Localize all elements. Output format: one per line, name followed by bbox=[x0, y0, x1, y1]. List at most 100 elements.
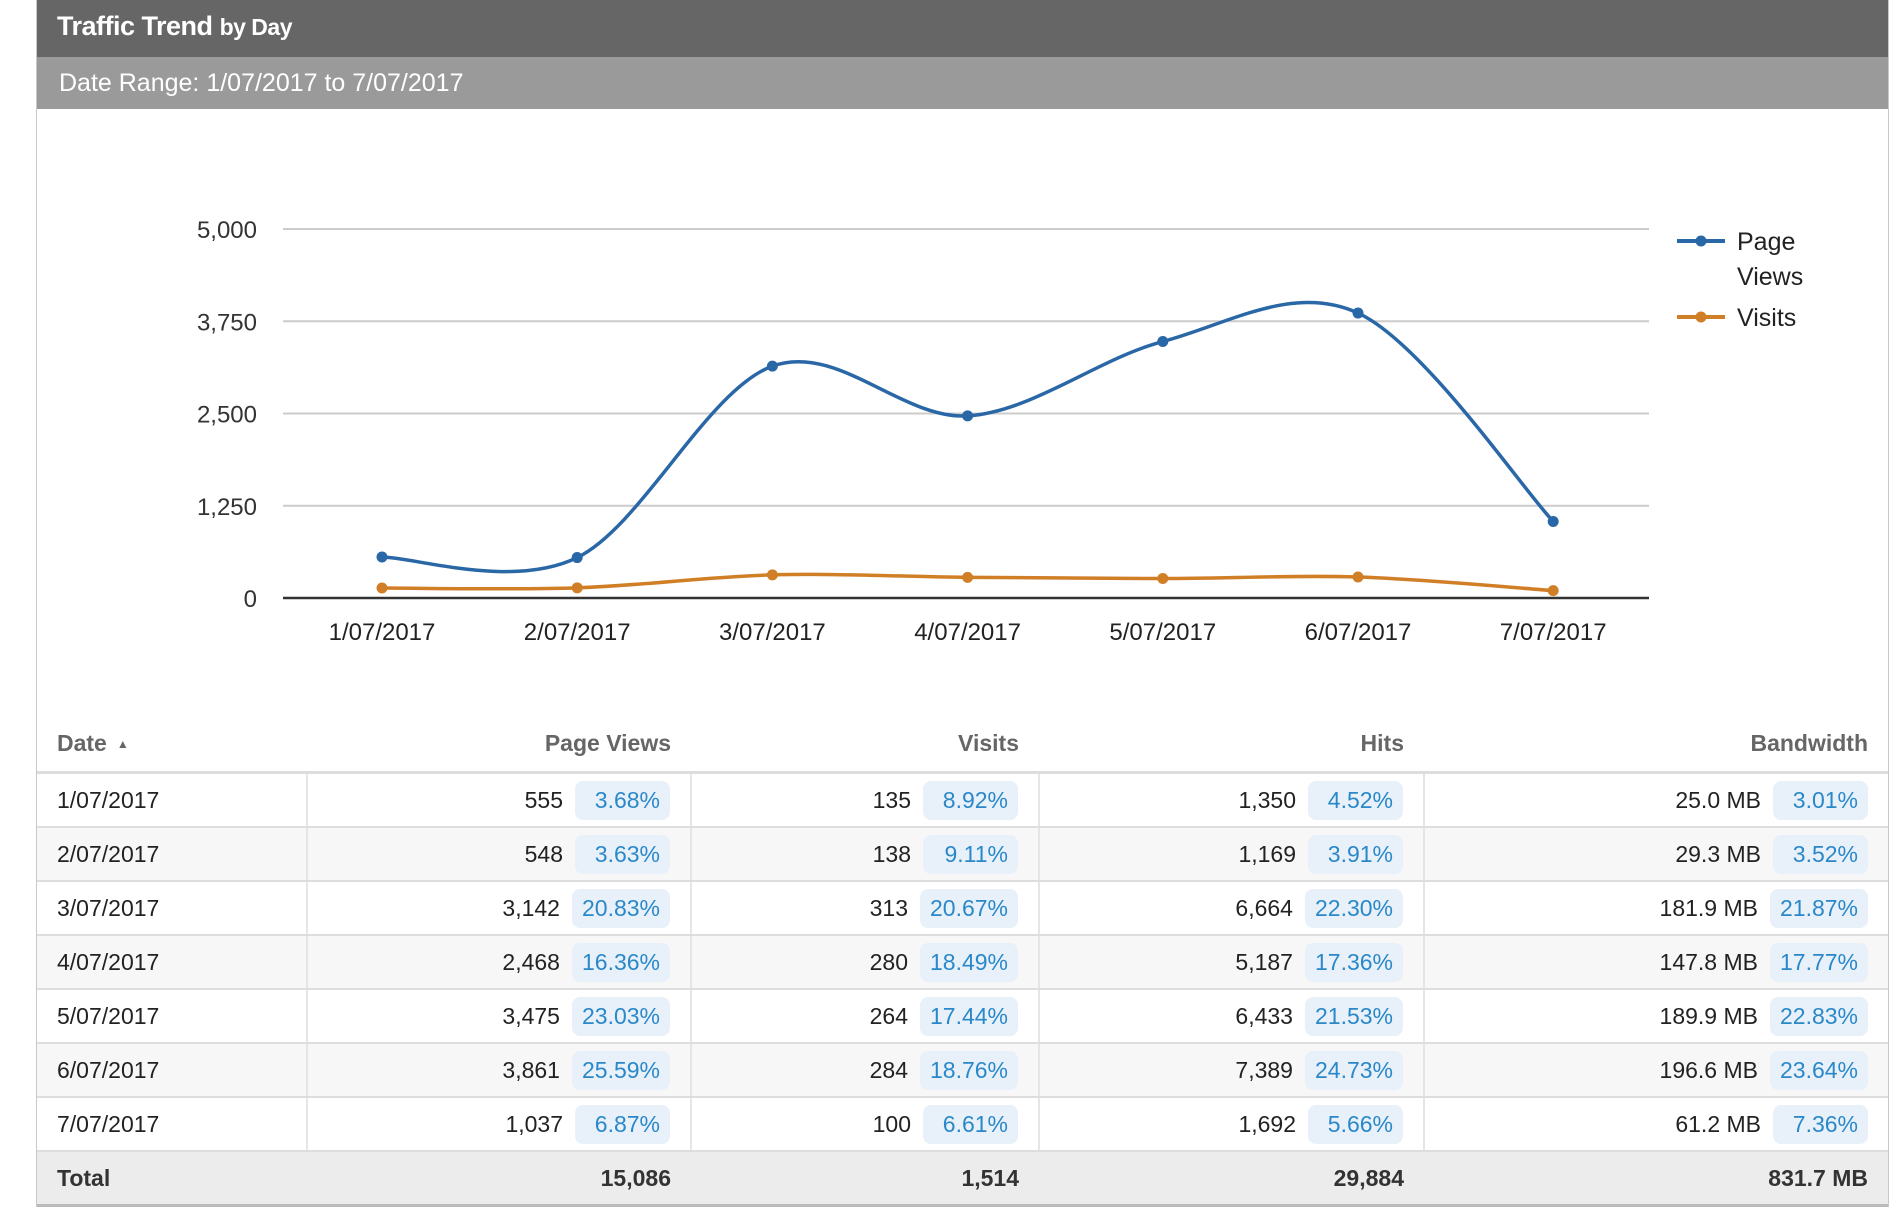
y-tick-label: 0 bbox=[244, 586, 257, 613]
cell-bw: 181.9 MB 21.87% bbox=[1423, 881, 1888, 936]
h-percent-badge: 4.52% bbox=[1308, 780, 1403, 820]
h-value: 7,389 bbox=[1235, 1056, 1293, 1083]
h-value: 6,664 bbox=[1235, 894, 1293, 921]
total-page-views: 15,086 bbox=[307, 1151, 691, 1207]
h-percent-badge: 22.30% bbox=[1304, 888, 1403, 928]
table-row: 6/07/2017 3,861 25.59% 284 18.76% 7,389 24.73%… bbox=[37, 1043, 1888, 1098]
data-point bbox=[1547, 515, 1559, 527]
h-value: 1,350 bbox=[1238, 786, 1296, 813]
h-percent-badge: 17.36% bbox=[1304, 942, 1403, 982]
v-value: 280 bbox=[869, 948, 908, 975]
v-percent-badge: 6.61% bbox=[923, 1104, 1018, 1144]
x-tick-label: 4/07/2017 bbox=[914, 619, 1021, 646]
y-tick-label: 1,250 bbox=[197, 494, 257, 521]
cell-v: 100 6.61% bbox=[690, 1097, 1039, 1152]
date-header-label: Date bbox=[57, 729, 107, 756]
v-value: 313 bbox=[869, 894, 908, 921]
cell-h: 7,389 24.73% bbox=[1038, 1043, 1424, 1098]
v-value: 284 bbox=[869, 1056, 908, 1083]
cell-bw: 189.9 MB 22.83% bbox=[1423, 989, 1888, 1044]
bw-value: 29.3 MB bbox=[1675, 840, 1761, 867]
cell-date: 1/07/2017 bbox=[37, 772, 307, 828]
x-tick-label: 7/07/2017 bbox=[1500, 619, 1607, 646]
y-tick-label: 5,000 bbox=[197, 217, 257, 244]
x-tick-label: 5/07/2017 bbox=[1109, 619, 1216, 646]
pv-value: 3,475 bbox=[502, 1002, 560, 1029]
total-hits: 29,884 bbox=[1039, 1151, 1424, 1207]
cell-date: 7/07/2017 bbox=[37, 1097, 307, 1152]
cell-pv: 1,037 6.87% bbox=[306, 1097, 691, 1152]
line-chart: 0 1,250 2,500 3,750 5,000 1/07/2017 2/07/2017 3… bbox=[197, 217, 1803, 646]
data-point bbox=[571, 552, 583, 564]
h-value: 5,187 bbox=[1235, 948, 1293, 975]
pv-percent-badge: 16.36% bbox=[571, 942, 670, 982]
v-percent-badge: 18.76% bbox=[919, 1050, 1018, 1090]
cell-date: 3/07/2017 bbox=[37, 881, 307, 936]
data-point bbox=[1157, 573, 1169, 585]
cell-bw: 61.2 MB 7.36% bbox=[1423, 1097, 1888, 1152]
table-row: 4/07/2017 2,468 16.36% 280 18.49% 5,187 17.36%… bbox=[37, 935, 1888, 990]
data-point bbox=[1352, 307, 1364, 319]
total-visits: 1,514 bbox=[691, 1151, 1039, 1207]
pv-value: 2,468 bbox=[502, 948, 560, 975]
cell-bw: 25.0 MB 3.01% bbox=[1423, 772, 1888, 828]
pv-value: 548 bbox=[524, 840, 563, 867]
column-header-hits[interactable]: Hits bbox=[1039, 715, 1424, 774]
y-tick-label: 3,750 bbox=[197, 309, 257, 336]
bw-value: 147.8 MB bbox=[1659, 948, 1758, 975]
bw-percent-badge: 7.36% bbox=[1773, 1104, 1868, 1144]
h-percent-badge: 21.53% bbox=[1304, 996, 1403, 1036]
cell-date: 6/07/2017 bbox=[37, 1043, 307, 1098]
x-tick-label: 1/07/2017 bbox=[329, 619, 436, 646]
v-value: 138 bbox=[872, 840, 911, 867]
v-value: 264 bbox=[869, 1002, 908, 1029]
cell-pv: 548 3.63% bbox=[306, 827, 691, 882]
pv-percent-badge: 25.59% bbox=[571, 1050, 670, 1090]
title-text: Traffic Trend bbox=[57, 11, 213, 41]
bw-percent-badge: 3.52% bbox=[1773, 834, 1868, 874]
v-percent-badge: 20.67% bbox=[919, 888, 1018, 928]
cell-h: 6,664 22.30% bbox=[1038, 881, 1424, 936]
cell-v: 284 18.76% bbox=[690, 1043, 1039, 1098]
v-value: 100 bbox=[872, 1110, 911, 1137]
column-header-date[interactable]: Date ▲ bbox=[37, 715, 307, 774]
panel-header: Traffic Trend by Day bbox=[37, 0, 1888, 57]
column-header-visits[interactable]: Visits bbox=[691, 715, 1039, 774]
traffic-trend-panel: Traffic Trend by Day Date Range: 1/07/20… bbox=[36, 0, 1889, 1207]
v-value: 135 bbox=[872, 786, 911, 813]
legend-visits-marker bbox=[1695, 311, 1707, 323]
legend-page-views-label: Page bbox=[1737, 228, 1795, 256]
column-header-page-views[interactable]: Page Views bbox=[307, 715, 691, 774]
date-range-text: Date Range: 1/07/2017 to 7/07/2017 bbox=[59, 69, 464, 97]
x-tick-label: 2/07/2017 bbox=[524, 619, 631, 646]
data-point bbox=[1352, 571, 1364, 583]
h-percent-badge: 24.73% bbox=[1304, 1050, 1403, 1090]
legend-visits-label: Visits bbox=[1737, 304, 1796, 332]
cell-h: 1,169 3.91% bbox=[1038, 827, 1424, 882]
cell-bw: 147.8 MB 17.77% bbox=[1423, 935, 1888, 990]
traffic-table: Date ▲ Page Views Visits Hits Bandwidth 1… bbox=[37, 715, 1888, 1207]
pv-percent-badge: 23.03% bbox=[571, 996, 670, 1036]
h-value: 6,433 bbox=[1235, 1002, 1293, 1029]
total-bandwidth: 831.7 MB bbox=[1424, 1151, 1888, 1207]
bw-value: 189.9 MB bbox=[1659, 1002, 1758, 1029]
total-label: Total bbox=[37, 1151, 307, 1207]
bw-value: 196.6 MB bbox=[1659, 1056, 1758, 1083]
legend-page-views-label-2: Views bbox=[1737, 263, 1803, 291]
bw-percent-badge: 22.83% bbox=[1769, 996, 1868, 1036]
bw-percent-badge: 23.64% bbox=[1769, 1050, 1868, 1090]
table-row: 2/07/2017 548 3.63% 138 9.11% 1,169 3.91% 29.3 … bbox=[37, 827, 1888, 882]
data-point bbox=[571, 582, 583, 594]
cell-h: 1,692 5.66% bbox=[1038, 1097, 1424, 1152]
cell-v: 138 9.11% bbox=[690, 827, 1039, 882]
column-header-bandwidth[interactable]: Bandwidth bbox=[1424, 715, 1888, 774]
data-point bbox=[766, 569, 778, 581]
v-percent-badge: 8.92% bbox=[923, 780, 1018, 820]
cell-h: 6,433 21.53% bbox=[1038, 989, 1424, 1044]
pv-value: 555 bbox=[524, 786, 563, 813]
pv-percent-badge: 20.83% bbox=[571, 888, 670, 928]
cell-h: 5,187 17.36% bbox=[1038, 935, 1424, 990]
pv-percent-badge: 6.87% bbox=[575, 1104, 670, 1144]
h-value: 1,692 bbox=[1238, 1110, 1296, 1137]
date-range-bar: Date Range: 1/07/2017 to 7/07/2017 bbox=[37, 57, 1888, 109]
